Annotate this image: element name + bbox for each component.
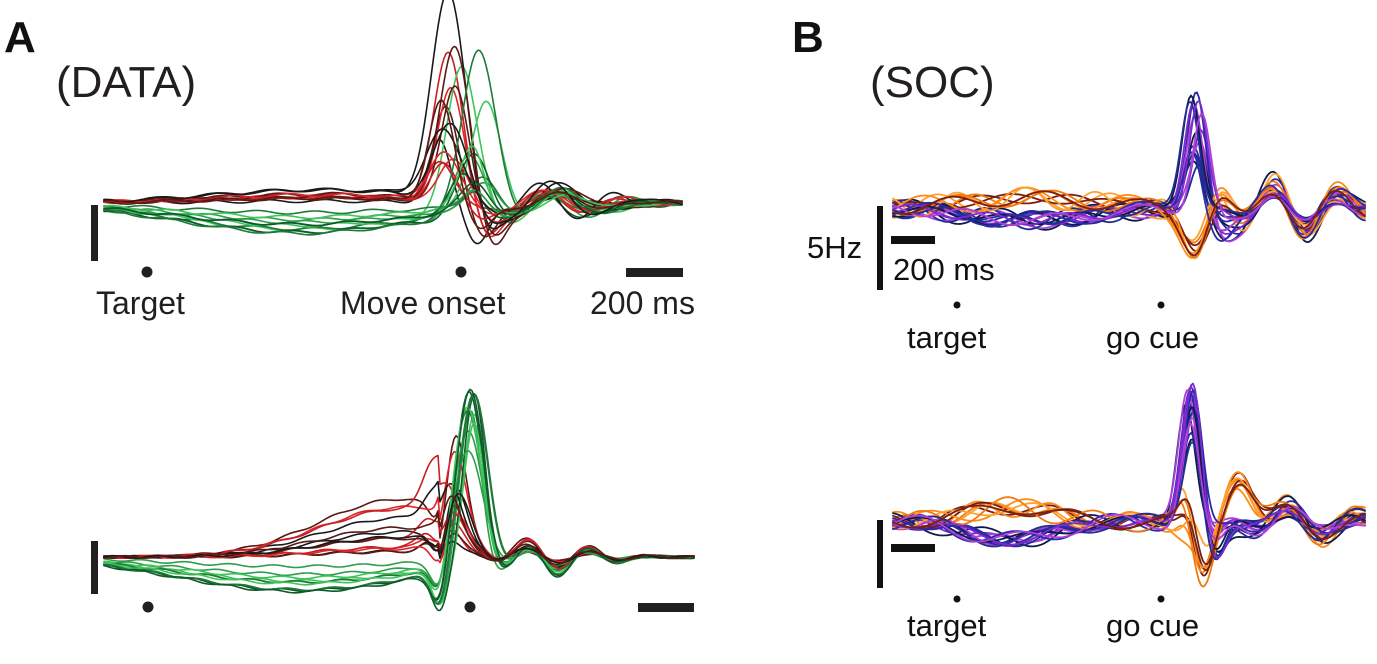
panel-a-bottom-trace-2 <box>103 435 695 570</box>
panel-a-bottom-y-scale-bar <box>91 541 98 594</box>
panel-b-bottom-time-scale-bar <box>891 544 935 552</box>
panel-a-bottom-time-scale-bar <box>638 603 694 612</box>
panel-b-letter: B <box>792 13 824 62</box>
panel-b-condition: (SOC) <box>870 58 995 107</box>
panel-a-top-trace-26 <box>103 99 683 230</box>
panel-a-bottom-trace-21 <box>103 449 695 585</box>
panel-a-top-trace-17 <box>103 128 683 220</box>
panel-b-bottom-trace-23 <box>892 422 1366 543</box>
panel-a-top-time-scale-bar <box>626 268 683 277</box>
panel-b-bottom-traces <box>892 382 1366 588</box>
panel-b-top-trace-22 <box>892 100 1366 226</box>
panel-b-bottom-trace-9 <box>892 478 1366 568</box>
panel-b-top-traces <box>892 91 1366 260</box>
panel-a-bottom-move-onset-marker <box>464 601 476 613</box>
panel-b-bottom-trace-22 <box>892 382 1366 559</box>
panel-a-top-trace-8 <box>103 152 683 234</box>
panel-a-top-target-label: Target <box>96 285 185 321</box>
panel-a-letter: A <box>4 13 36 62</box>
panel-a-bottom-target-marker <box>142 601 154 613</box>
panel-b-bottom-trace-21 <box>892 389 1366 547</box>
panel-b-top-trace-24 <box>892 189 1366 257</box>
panel-a-top-trace-18 <box>103 85 683 236</box>
panel-b-top-y-scale-label: 5Hz <box>807 230 862 265</box>
panel-b-top-go-cue-marker <box>1157 301 1165 309</box>
panel-b-top-target-label: target <box>907 320 987 355</box>
panel-a-top-time-scale-label: 200 ms <box>590 285 695 321</box>
panel-b-top-go-cue-label: go cue <box>1106 320 1199 355</box>
panel-b-top-trace-23 <box>892 113 1366 226</box>
panel-b-bottom-y-scale-bar <box>877 520 883 588</box>
panel-b-bottom-target-marker <box>953 595 961 603</box>
panel-b-bottom-trace-18 <box>892 484 1366 588</box>
panel-b-bottom-target-label: target <box>907 608 987 643</box>
panel-a-top-traces <box>103 0 683 246</box>
panel-b-top-time-scale-bar <box>891 236 935 244</box>
panel-a-top-move-onset-label: Move onset <box>340 285 506 321</box>
panel-a-top-y-scale-bar <box>91 205 98 261</box>
panel-b-bottom-trace-24 <box>892 483 1366 565</box>
panel-b-bottom-go-cue-label: go cue <box>1106 608 1199 643</box>
panel-a-top-move-onset-marker <box>455 266 467 278</box>
panel-b-bottom-go-cue-marker <box>1157 595 1165 603</box>
panel-a-top-trace-24 <box>103 181 683 227</box>
panel-a-condition: (DATA) <box>56 58 196 107</box>
panel-a-top-target-marker <box>141 266 153 278</box>
panel-a-bottom-trace-26 <box>103 495 695 566</box>
panel-b-top-y-scale-bar <box>877 206 883 290</box>
panel-a-top-trace-25 <box>103 122 683 224</box>
panel-a-bottom-traces <box>103 388 695 612</box>
panel-b-top-target-marker <box>953 301 961 309</box>
panel-b-top-time-scale-label: 200 ms <box>893 252 995 287</box>
panel-a-top-trace-22 <box>103 145 683 220</box>
